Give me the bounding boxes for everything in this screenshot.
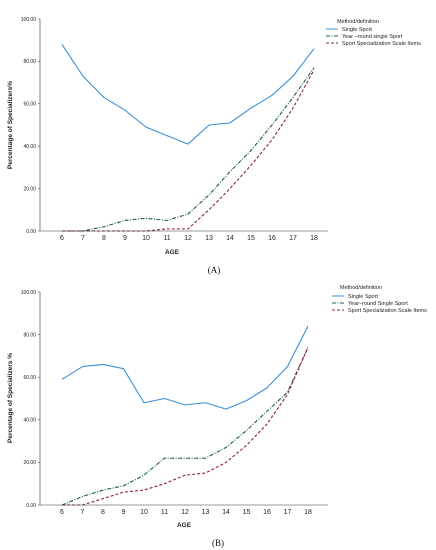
series-line-b-2 — [62, 347, 309, 506]
x-tick-label-a: 14 — [226, 235, 234, 242]
x-tick-label-a: 13 — [205, 235, 213, 242]
x-tick-labels-a: 6 7 8 9 10 11 12 13 14 15 16 17 18 — [60, 235, 318, 242]
chart-panel-a: 0.00 20.00 40.00 60.00 80.00 100.00 6 7 8 9 10 11 1… — [7, 17, 421, 275]
legend-entry-b-2: Sport Specialization Scale Items — [348, 308, 427, 314]
y-tick-label-a: 60.00 — [23, 102, 36, 108]
chart-panel-b: 0.00 20.00 40.00 60.00 80.00 100.00 6 7 8 9 10 11 1… — [7, 285, 427, 548]
x-tick-label-b: 7 — [81, 509, 85, 516]
x-axis-label-b: AGE — [177, 522, 192, 529]
x-tick-label-b: 11 — [161, 509, 168, 516]
x-tick-label-a: 9 — [123, 235, 127, 242]
y-tick-label-b: 40.00 — [23, 418, 36, 424]
x-tick-label-a: 17 — [289, 235, 297, 242]
legend-b: Method/definition Single Sport Year–roun… — [332, 285, 427, 314]
series-line-b-0 — [61, 325, 309, 410]
series-line-b-1 — [61, 347, 309, 506]
y-axis-label-a: Percentage of Specializers% — [7, 81, 14, 169]
x-tick-label-a: 8 — [102, 235, 106, 242]
legend-entry-a-1: Year –round single Sport — [342, 34, 403, 40]
y-tick-label-a: 100.00 — [21, 17, 37, 23]
x-tick-label-a: 16 — [268, 235, 276, 242]
y-tick-label-a: 80.00 — [23, 59, 36, 65]
y-tick-labels-b: 0.00 20.00 40.00 60.00 80.00 100.00 — [21, 290, 40, 509]
x-tick-labels-b: 6 7 8 9 10 11 12 13 14 15 16 17 18 — [60, 509, 312, 516]
x-tick-label-b: 14 — [222, 509, 230, 516]
x-tick-label-b: 12 — [181, 509, 189, 516]
x-tick-label-b: 17 — [284, 509, 292, 516]
y-tick-label-b: 20.00 — [23, 460, 36, 466]
y-tick-label-b: 60.00 — [23, 375, 36, 381]
series-line-a-0 — [61, 44, 315, 145]
caption-a: (A) — [208, 265, 221, 275]
x-tick-label-b: 15 — [243, 509, 251, 516]
y-tick-label-b: 100.00 — [21, 290, 37, 296]
x-axis-label-a: AGE — [165, 249, 180, 256]
x-tick-label-a: 18 — [310, 235, 318, 242]
x-tick-label-b: 8 — [101, 509, 105, 516]
y-axis-label-b: Percentage of Specializers % — [7, 353, 14, 443]
x-tick-label-b: 18 — [304, 509, 312, 516]
legend-entry-a-0: Single Sport — [342, 27, 372, 33]
x-tick-label-a: 12 — [184, 235, 192, 242]
y-tick-label-b: 80.00 — [23, 332, 36, 338]
x-tick-label-b: 10 — [140, 509, 148, 516]
x-tick-label-b: 6 — [60, 509, 64, 516]
series-line-a-1 — [62, 67, 315, 232]
x-tick-label-a: 6 — [60, 235, 64, 242]
x-tick-label-a: 7 — [81, 235, 85, 242]
legend-entry-a-2: Sport Specialization Scale Items — [342, 41, 421, 47]
y-tick-labels-a: 0.00 20.00 40.00 60.00 80.00 100.00 — [21, 17, 40, 235]
legend-entry-b-1: Year–round Single Sport — [348, 301, 408, 307]
legend-title-b: Method/definition — [340, 285, 382, 291]
x-tick-label-b: 16 — [263, 509, 271, 516]
legend-entry-b-0: Single Sport — [348, 294, 378, 300]
caption-b: (B) — [212, 538, 224, 548]
y-tick-label-a: 40.00 — [23, 144, 36, 150]
legend-title-a: Method/definition — [337, 19, 379, 25]
x-tick-label-b: 13 — [202, 509, 210, 516]
x-tick-label-b: 9 — [122, 509, 126, 516]
y-tick-label-b: 0.00 — [26, 503, 36, 509]
x-tick-label-a: 11 — [163, 235, 170, 242]
series-lines-b — [61, 325, 309, 506]
x-tick-label-a: 10 — [142, 235, 150, 242]
legend-a: Method/definition Single Sport Year –rou… — [326, 19, 421, 47]
x-tick-label-a: 15 — [247, 235, 255, 242]
y-tick-label-a: 0.00 — [26, 229, 36, 235]
y-tick-label-a: 20.00 — [23, 186, 36, 192]
